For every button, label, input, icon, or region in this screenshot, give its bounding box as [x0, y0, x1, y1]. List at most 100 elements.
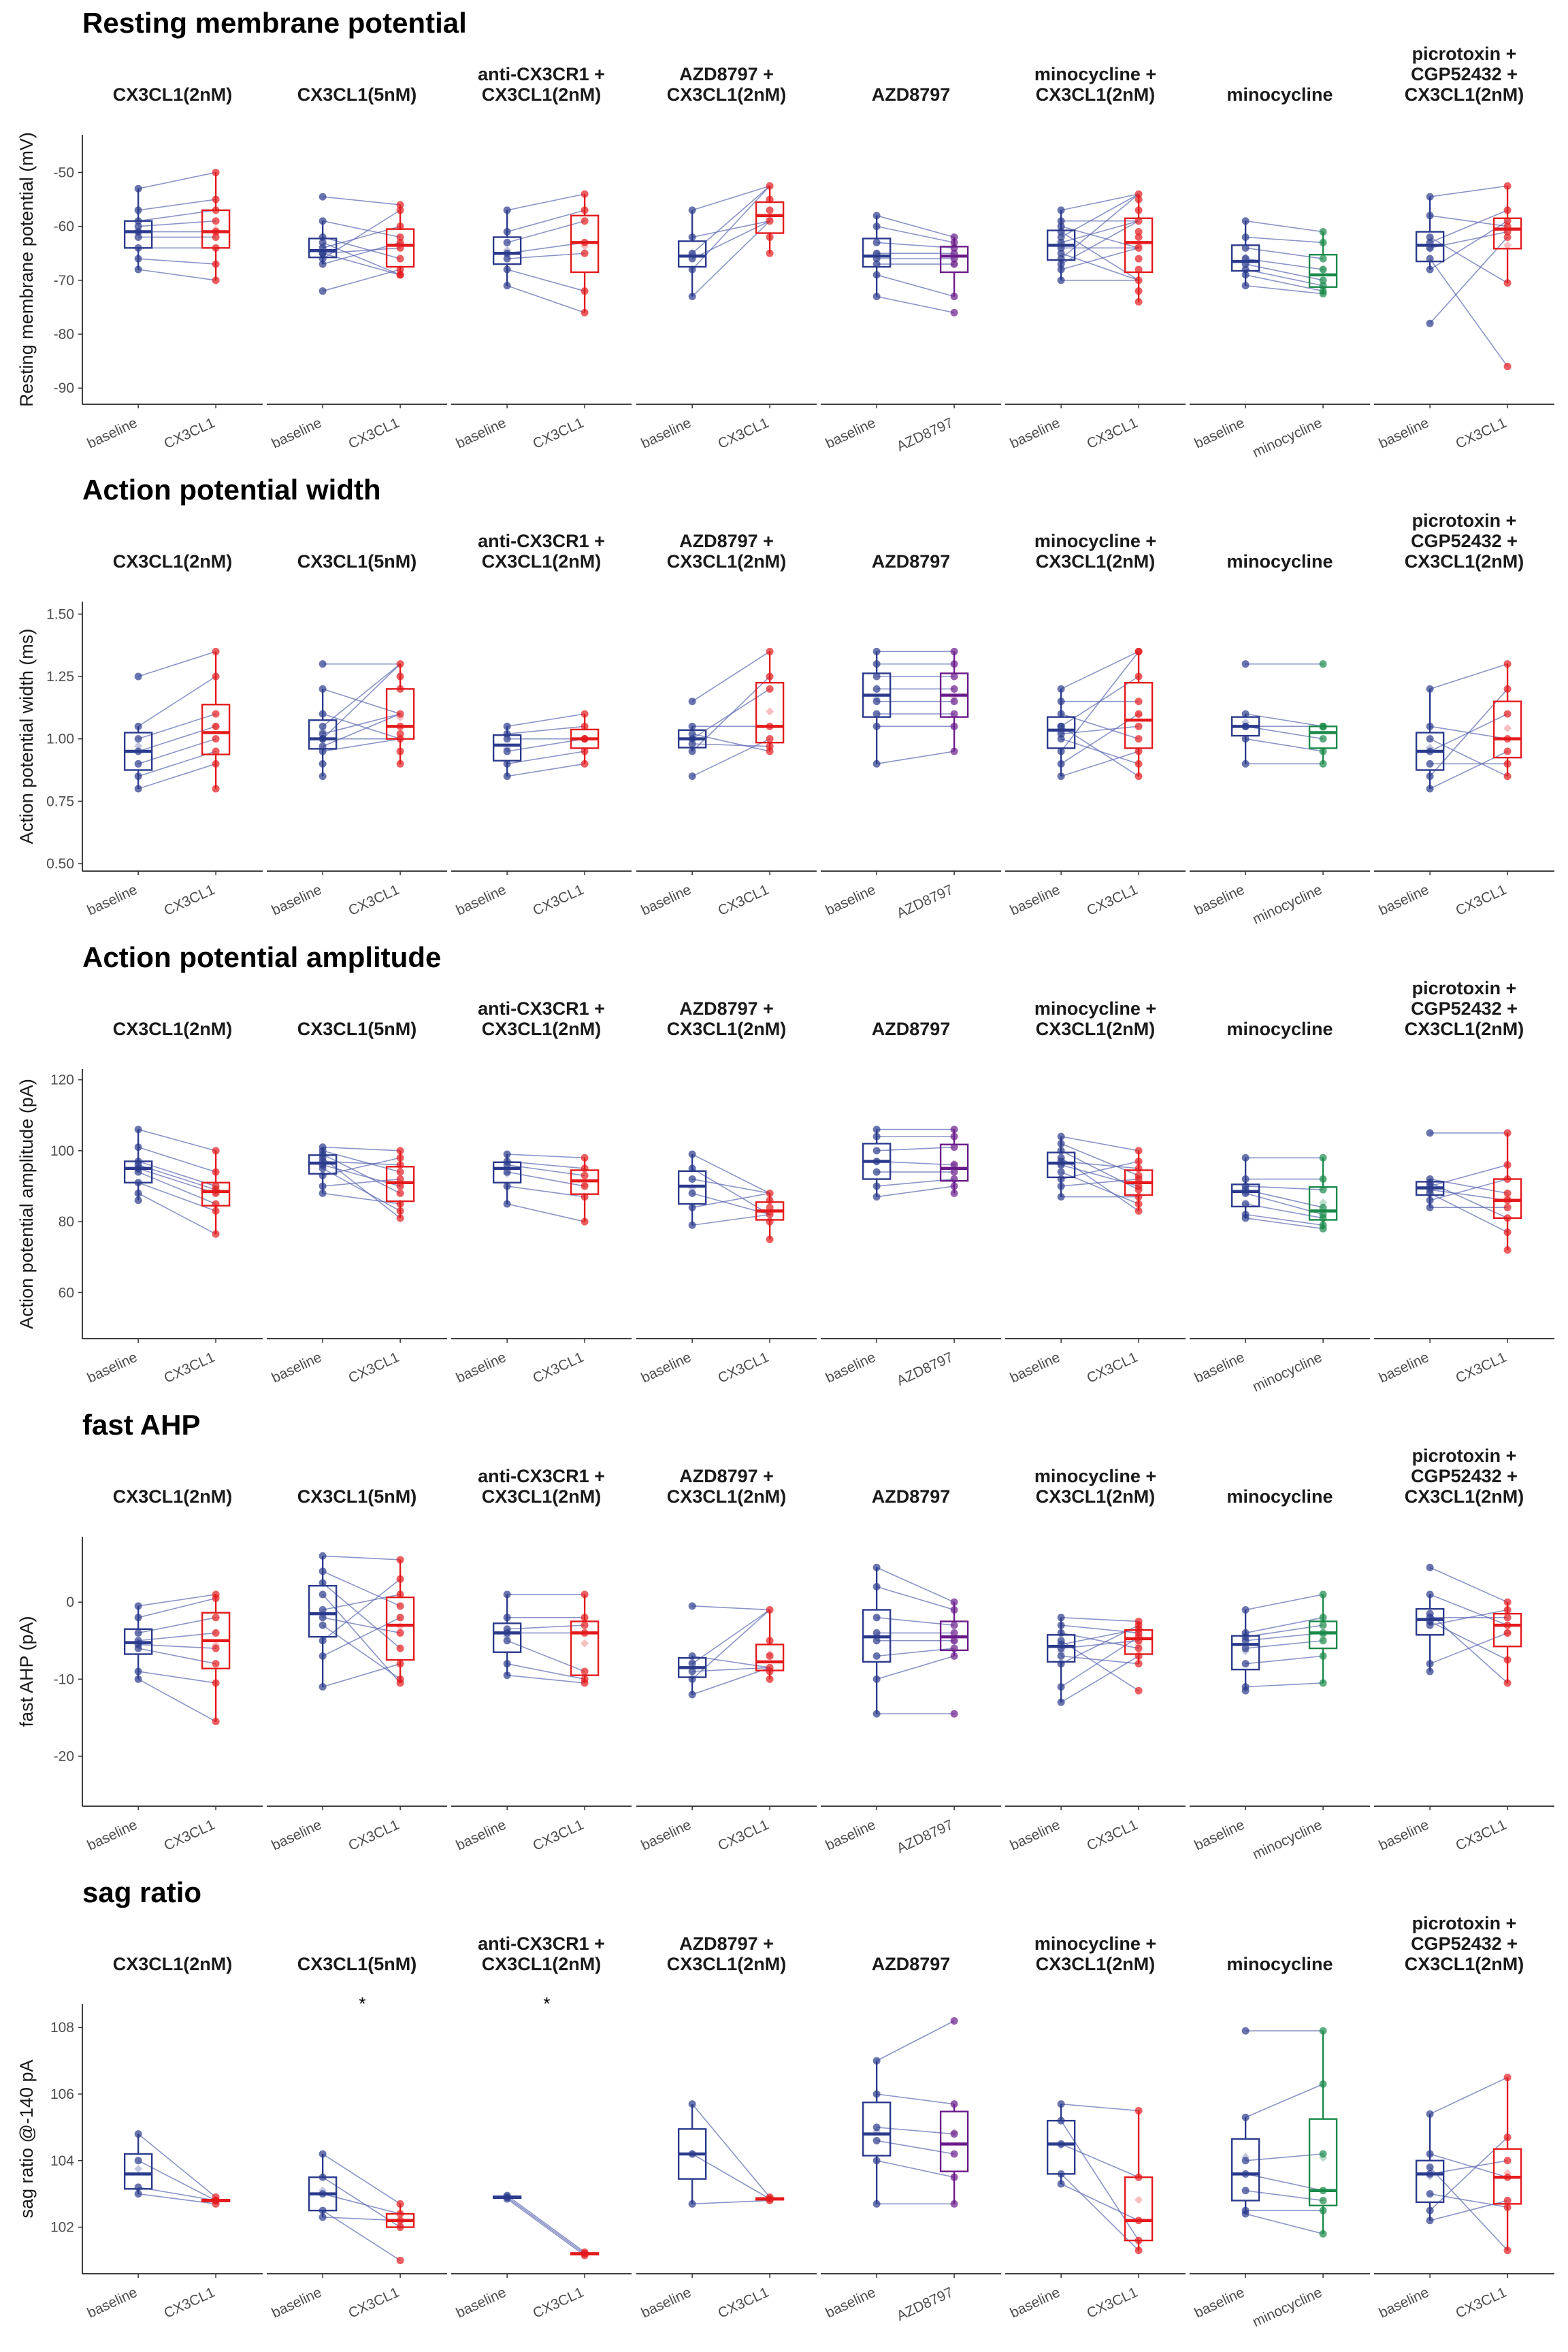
data-point — [1426, 1660, 1434, 1668]
facet-panel: CX3CL1(2nM) baseline CX3CL1 — [82, 1019, 263, 1386]
facet-title: AZD8797 — [872, 84, 951, 105]
data-point — [396, 1214, 404, 1222]
chart-title: Resting membrane potential — [82, 7, 467, 39]
data-point — [1134, 233, 1143, 241]
pair-connector — [1430, 185, 1508, 197]
data-point — [1503, 1679, 1512, 1687]
facet-title: CX3CL1(2nM) — [667, 1954, 787, 1974]
data-point — [581, 1193, 589, 1201]
boxplot-baseline — [123, 1126, 153, 1205]
data-point — [1503, 685, 1512, 693]
data-point — [688, 2100, 696, 2108]
data-point — [212, 206, 220, 214]
mean-marker — [1503, 1629, 1512, 1637]
data-point — [212, 1230, 220, 1238]
data-point — [766, 722, 774, 730]
data-point — [1426, 1196, 1434, 1205]
data-point — [503, 282, 511, 290]
data-point — [950, 2100, 958, 2108]
data-point — [950, 2173, 958, 2181]
data-point — [1503, 223, 1512, 231]
chart-title: Action potential width — [82, 474, 381, 506]
mean-marker — [1426, 1618, 1435, 1627]
x-tick-label: CX3CL1 — [1085, 1817, 1141, 1854]
data-point — [872, 2136, 881, 2144]
pair-connector — [1429, 210, 1508, 244]
facet-panel: AZD8797 +CX3CL1(2nM) baseline CX3CL1 — [636, 1466, 817, 1854]
boxplot-baseline — [1046, 1132, 1076, 1201]
x-tick-label: baseline — [454, 882, 509, 919]
pair-connector — [1245, 713, 1324, 728]
data-point — [1134, 1200, 1143, 1208]
facet-panel: minocycline +CX3CL1(2nM) baseline CX3CL1 — [1005, 1933, 1186, 2321]
data-point — [1503, 1605, 1512, 1614]
pair-connector — [506, 285, 585, 314]
y-tick-label: -60 — [54, 219, 74, 235]
boxplot-treated — [755, 1605, 785, 1683]
data-point — [1057, 233, 1065, 241]
data-point — [318, 685, 327, 693]
pair-connector — [876, 274, 955, 297]
data-point — [1134, 228, 1143, 236]
data-point — [212, 1200, 220, 1208]
data-point — [1319, 282, 1327, 290]
boxplot-treated — [1308, 1590, 1338, 1687]
facet-panel: picrotoxin +CGP52432 +CX3CL1(2nM) baselin… — [1374, 44, 1554, 452]
pair-connector — [137, 1192, 216, 1235]
pair-connector — [322, 269, 401, 292]
data-point — [212, 260, 220, 268]
data-point — [1319, 660, 1327, 668]
data-point — [503, 228, 511, 236]
data-point — [1241, 2157, 1250, 2165]
facet-panel: CX3CL1(5nM) baseline CX3CL1 — [267, 84, 447, 452]
x-tick-label: minocycline — [1250, 415, 1324, 461]
data-point — [872, 760, 881, 768]
data-point — [318, 193, 327, 201]
mean-marker — [581, 734, 589, 743]
y-tick-label: 0 — [66, 1595, 74, 1610]
mean-marker — [688, 2150, 697, 2158]
data-point — [503, 747, 511, 755]
data-point — [581, 1621, 589, 1629]
facet-title: CX3CL1(2nM) — [113, 1954, 233, 1974]
data-point — [1134, 1147, 1143, 1155]
boxplot-treated — [1124, 1147, 1154, 1215]
pair-connector — [323, 1192, 401, 1205]
pair-connector — [1060, 2120, 1139, 2241]
data-point — [396, 1182, 404, 1190]
pair-connector — [322, 1624, 401, 1680]
pair-connector — [1245, 247, 1324, 259]
x-tick-label: baseline — [270, 2285, 325, 2321]
data-point — [688, 747, 696, 755]
data-point — [212, 1644, 220, 1652]
data-point — [950, 1182, 958, 1190]
data-point — [396, 2256, 404, 2264]
data-point — [766, 206, 774, 214]
data-point — [503, 1200, 511, 1208]
boxplot-baseline — [862, 2057, 892, 2208]
mean-marker — [396, 2221, 405, 2230]
x-tick-label: baseline — [1192, 1350, 1247, 1386]
data-point — [1057, 1698, 1065, 1706]
boxplot-treated — [385, 2200, 415, 2264]
boxplot-baseline — [308, 660, 338, 781]
pair-connector — [876, 2020, 955, 2061]
facet-title: anti-CX3CR1 + — [478, 64, 605, 84]
x-tick-label: CX3CL1 — [1454, 1817, 1509, 1854]
boxplot-baseline — [308, 1552, 338, 1691]
data-point — [950, 1710, 958, 1718]
data-point — [1241, 271, 1250, 279]
data-point — [318, 1189, 327, 1197]
x-tick-label: CX3CL1 — [531, 1817, 587, 1854]
pair-connector — [138, 1671, 216, 1684]
data-point — [1241, 1637, 1250, 1645]
pair-connector — [507, 242, 585, 255]
data-point — [134, 1196, 142, 1205]
data-point — [581, 206, 589, 214]
x-tick-label: CX3CL1 — [531, 2285, 587, 2321]
x-tick-label: baseline — [1008, 1817, 1063, 1854]
pair-connector — [138, 269, 216, 281]
boxplot-baseline — [123, 2130, 153, 2198]
pair-connector — [1060, 1640, 1139, 1691]
